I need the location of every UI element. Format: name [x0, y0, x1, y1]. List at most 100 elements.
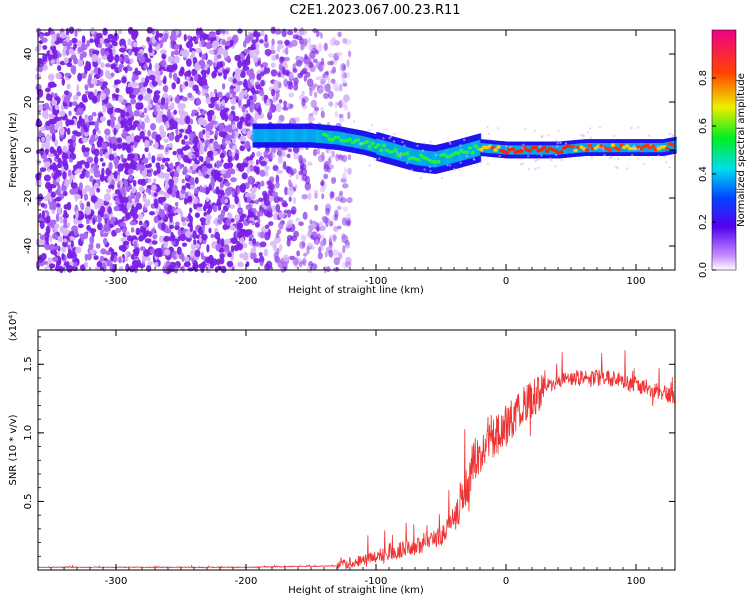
- ridge-peak: [464, 150, 470, 154]
- noise-blob: [216, 54, 222, 59]
- residual-dot: [533, 129, 536, 132]
- residual-dot: [610, 155, 613, 159]
- noise-blob: [110, 116, 117, 122]
- ridge-core: [440, 150, 443, 166]
- noise-blob: [240, 117, 244, 122]
- noise-blob: [321, 193, 325, 200]
- residual-dot: [399, 156, 402, 159]
- noise-blob: [138, 220, 143, 226]
- noise-blob: [51, 256, 59, 262]
- noise-blob: [259, 241, 267, 248]
- noise-blob: [89, 168, 94, 173]
- snr-y-tick-label: 1.5: [23, 356, 34, 372]
- noise-blob: [237, 28, 243, 34]
- noise-blob: [137, 259, 142, 268]
- ridge-peak: [347, 137, 352, 142]
- noise-blob: [113, 205, 120, 212]
- noise-blob: [172, 63, 178, 71]
- noise-blob: [189, 132, 197, 138]
- noise-blob: [259, 231, 266, 239]
- residual-dot: [489, 144, 492, 147]
- noise-blob: [187, 169, 193, 174]
- noise-blob: [292, 68, 298, 73]
- ridge-peak: [330, 138, 335, 142]
- noise-blob: [204, 201, 210, 209]
- noise-blob: [62, 47, 66, 57]
- noise-blob: [150, 124, 154, 130]
- noise-blob: [59, 110, 66, 117]
- noise-blob: [286, 187, 294, 197]
- noise-blob: [342, 245, 346, 254]
- noise-blob: [275, 174, 280, 184]
- noise-blob: [306, 161, 313, 166]
- noise-blob: [288, 72, 295, 80]
- noise-blob: [295, 217, 300, 222]
- noise-blob: [106, 119, 112, 127]
- noise-blob: [243, 48, 250, 54]
- residual-dot: [458, 168, 461, 172]
- noise-blob: [132, 41, 138, 48]
- noise-blob: [55, 203, 61, 208]
- ridge-core: [497, 144, 500, 154]
- noise-blob: [178, 132, 183, 139]
- noise-blob: [96, 187, 101, 193]
- ridge-peak: [496, 145, 501, 149]
- noise-blob: [272, 244, 278, 252]
- noise-blob: [213, 72, 218, 77]
- noise-blob: [250, 78, 255, 86]
- noise-blob: [317, 31, 321, 36]
- residual-dot: [554, 139, 558, 142]
- noise-blob: [320, 106, 325, 113]
- noise-blob: [243, 89, 248, 97]
- ridge-peak: [619, 143, 624, 147]
- residual-dot: [429, 140, 432, 143]
- noise-blob: [142, 95, 149, 101]
- noise-blob: [64, 178, 70, 188]
- noise-blob: [230, 168, 236, 175]
- noise-blob: [241, 105, 246, 113]
- ridge-peak: [559, 150, 564, 154]
- noise-blob: [45, 133, 52, 142]
- noise-blob: [55, 153, 60, 160]
- noise-blob: [164, 249, 171, 256]
- noise-blob: [225, 30, 229, 35]
- noise-blob: [70, 54, 77, 61]
- residual-dot: [405, 162, 409, 165]
- noise-blob: [129, 220, 137, 226]
- noise-blob: [124, 256, 129, 262]
- noise-blob: [236, 121, 243, 130]
- noise-blob: [168, 178, 175, 187]
- noise-blob: [130, 98, 137, 105]
- noise-blob: [176, 207, 182, 215]
- noise-blob: [223, 73, 227, 80]
- noise-blob: [245, 229, 253, 236]
- noise-blob: [254, 111, 259, 121]
- noise-blob: [184, 256, 190, 263]
- noise-blob: [260, 80, 265, 87]
- noise-blob: [314, 106, 319, 112]
- noise-blob: [112, 143, 117, 152]
- residual-dot: [486, 162, 489, 166]
- noise-blob: [125, 252, 129, 256]
- residual-dot: [421, 149, 424, 152]
- noise-blob: [321, 74, 326, 79]
- noise-blob: [227, 212, 233, 220]
- residual-dot: [599, 146, 602, 150]
- noise-blob: [321, 57, 325, 66]
- noise-blob: [189, 207, 193, 214]
- noise-blob: [94, 120, 99, 128]
- noise-blob: [271, 38, 275, 46]
- noise-blob: [246, 196, 251, 203]
- ridge-core: [295, 129, 298, 143]
- noise-blob: [205, 126, 212, 132]
- ridge-core: [416, 149, 419, 166]
- residual-dot: [522, 143, 525, 146]
- noise-blob: [61, 246, 66, 253]
- noise-blob: [328, 155, 332, 164]
- noise-blob: [201, 74, 207, 80]
- noise-blob: [146, 89, 153, 94]
- noise-blob: [160, 164, 165, 170]
- noise-blob: [75, 246, 82, 254]
- noise-blob: [218, 130, 226, 138]
- ridge-peak: [519, 149, 524, 153]
